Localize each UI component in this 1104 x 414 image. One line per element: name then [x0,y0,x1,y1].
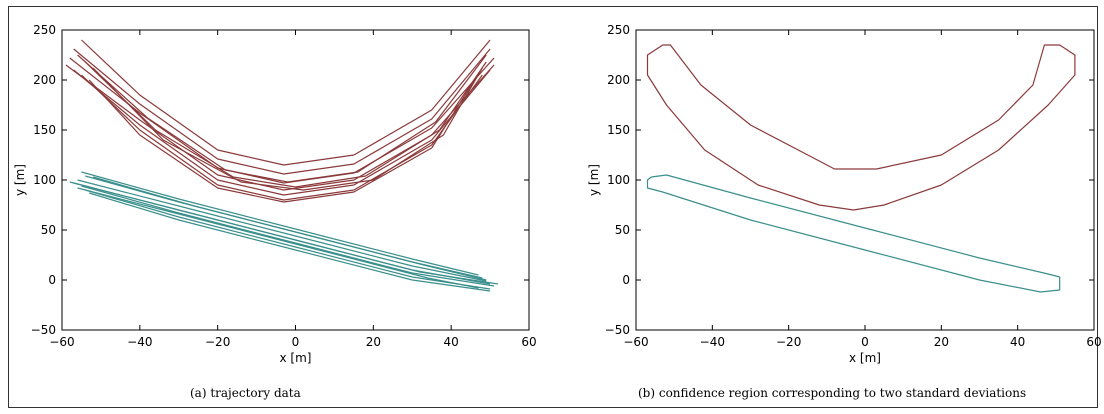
series-red-line-7 [77,54,487,183]
y-tick-label: 100 [607,173,630,187]
y-tick-label: 0 [48,273,56,287]
y-axis-label: y [m] [13,164,27,196]
plot-area-border [635,29,1095,331]
x-tick-label: 40 [1010,335,1025,349]
x-tick-label: 20 [366,335,381,349]
series-red-line-1 [73,48,491,175]
x-tick-label: 0 [292,335,300,349]
y-tick-label: 150 [607,123,630,137]
x-tick-label: 60 [1086,335,1101,349]
y-tick-label: 200 [33,73,56,87]
y-tick-label: 150 [33,123,56,137]
series-teal-line-0 [646,174,1061,293]
series-red-line-8 [84,61,487,188]
series-teal-line-4 [81,185,495,287]
x-tick-label: 20 [934,335,949,349]
y-tick-label: 200 [607,73,630,87]
series-red-line-0 [646,44,1076,211]
series-teal-line-9 [77,187,479,289]
x-tick-label: 60 [521,335,536,349]
series-red-line-2 [69,57,495,184]
series-teal-line-0 [81,171,479,276]
y-tick-label: 250 [33,23,56,37]
x-tick-label: −60 [623,335,648,349]
x-tick-label: 0 [861,335,869,349]
y-tick-label: 0 [622,273,630,287]
x-axis-label: x [m] [849,351,881,365]
x-axis-label: x [m] [280,351,312,365]
x-tick-label: −20 [776,335,801,349]
x-tick-label: −60 [49,335,74,349]
caption-b: (b) confidence region corresponding to t… [638,386,1027,400]
series-teal-line-2 [77,179,487,282]
x-tick-label: −40 [127,335,152,349]
series-red-line-5 [81,74,483,201]
y-tick-label: 100 [33,173,56,187]
y-axis-label: y [m] [587,164,601,196]
chart-panel-b: −60 −40 −20 0 20 40 60 −50 0 50 100 150 200 250 x [m] y… [587,23,1102,365]
x-tick-label: 40 [444,335,459,349]
series-red-line-4 [73,69,491,196]
y-tick-label: 250 [607,23,630,37]
y-tick-label: 50 [41,223,56,237]
series-red-line-3 [65,64,495,191]
series-teal-line-8 [92,176,487,281]
y-tick-label: 50 [615,223,630,237]
series-teal-line-7 [69,181,498,285]
series-red-line-0 [81,39,491,166]
figure-frame [8,6,1098,408]
plot-area-border [61,29,530,331]
y-tick-label: −50 [31,323,56,337]
series-red-line-9 [92,67,483,191]
x-tick-label: −20 [205,335,230,349]
chart-panel-a: −60 −40 −20 0 20 40 60 −50 0 50 100 150 200 250 x [m] y… [13,23,537,365]
series-red-line-6 [88,79,476,203]
x-tick-label: −40 [700,335,725,349]
y-tick-label: −50 [605,323,630,337]
caption-a: (a) trajectory data [190,386,301,400]
series-teal-line-5 [85,189,491,290]
series-teal-line-6 [89,192,491,292]
